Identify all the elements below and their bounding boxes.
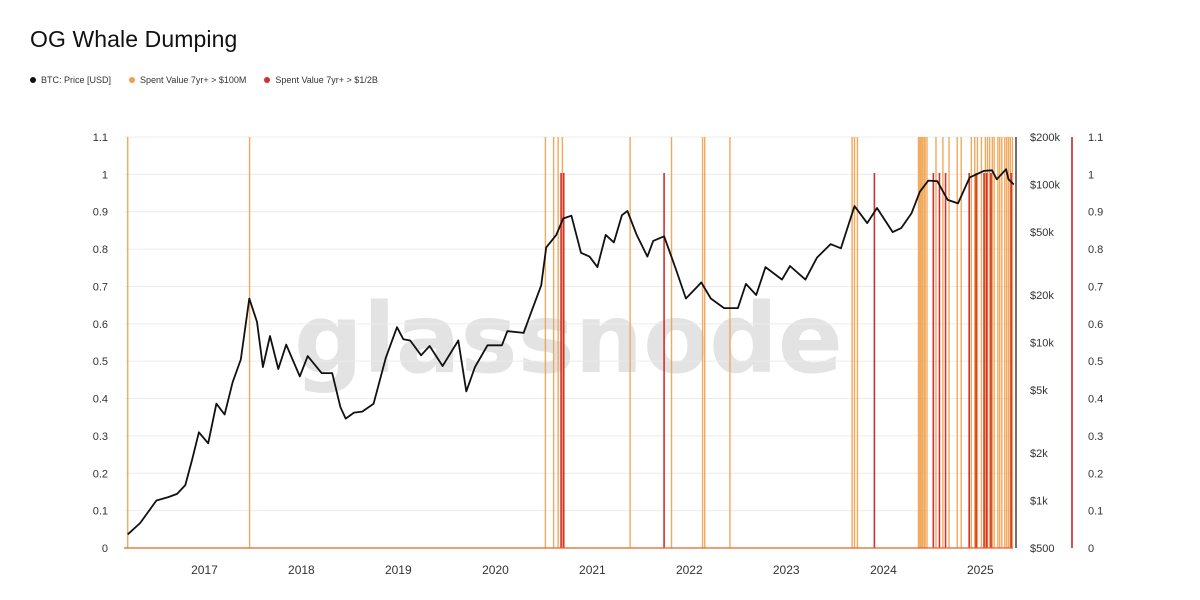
x-axis-tick-label: 2018 (288, 563, 315, 577)
legend-item-spent-100m[interactable]: Spent Value 7yr+ > $100M (129, 75, 246, 85)
price-axis-tick-label: $100k (1030, 180, 1060, 192)
left-axis-tick-label: 0.6 (93, 319, 108, 331)
x-axis-tick-label: 2024 (870, 563, 897, 577)
legend-dot-orange (129, 77, 136, 83)
signal-axis-tick-label: 0.8 (1088, 244, 1103, 256)
signal-axis-tick-label: 0.1 (1088, 506, 1103, 518)
legend-label-spent-100m: Spent Value 7yr+ > $100M (140, 75, 247, 85)
signal-axis-tick-label: 0.3 (1088, 431, 1103, 443)
signal-axis-tick-label: 0 (1088, 543, 1094, 555)
signal-axis-tick-label: 0.5 (1088, 356, 1103, 368)
price-axis-tick-label: $2k (1030, 448, 1048, 460)
left-axis-tick-label: 1.1 (93, 132, 108, 144)
left-axis-tick-label: 0.2 (93, 468, 108, 480)
x-axis-tick-label: 2023 (773, 563, 800, 577)
legend: BTC: Price [USD] Spent Value 7yr+ > $100… (30, 75, 378, 85)
price-axis-tick-label: $1k (1030, 495, 1048, 507)
left-axis-tick-label: 0.4 (93, 394, 108, 406)
x-axis-tick-label: 2022 (676, 563, 703, 577)
left-axis-tick-label: 0.5 (93, 356, 108, 368)
x-axis-tick-label: 2025 (967, 563, 994, 577)
chart-title: OG Whale Dumping (30, 26, 238, 52)
price-axis-tick-label: $20k (1030, 290, 1054, 302)
left-axis-tick-label: 0.8 (93, 244, 108, 256)
legend-label-spent-half-b: Spent Value 7yr+ > $1/2B (275, 75, 378, 85)
x-axis-tick-label: 2017 (191, 563, 218, 577)
signal-axis-tick-label: 0.7 (1088, 281, 1103, 293)
signal-axis-tick-label: 0.4 (1088, 394, 1103, 406)
signal-axis-tick-label: 0.6 (1088, 319, 1103, 331)
price-axis-tick-label: $200k (1030, 132, 1060, 144)
price-axis-tick-label: $10k (1030, 338, 1054, 350)
watermark-logo: glassnode (294, 283, 843, 395)
left-axis-tick-label: 0 (102, 543, 108, 555)
legend-label-btc-price: BTC: Price [USD] (41, 75, 112, 85)
left-axis-tick-label: 0.9 (93, 207, 108, 219)
signal-axis-tick-label: 0.2 (1088, 468, 1103, 480)
signal-axis-tick-label: 1 (1088, 169, 1094, 181)
signal-axis-tick-label: 1.1 (1088, 132, 1103, 144)
left-axis-tick-label: 0.3 (93, 431, 108, 443)
btc-price-line (127, 168, 1015, 536)
x-axis-tick-label: 2020 (482, 563, 509, 577)
price-axis-tick-label: $500 (1030, 543, 1054, 555)
left-axis-tick-label: 0.7 (93, 281, 108, 293)
signal-axis-tick-label: 0.9 (1088, 207, 1103, 219)
left-axis-tick-label: 0.1 (93, 506, 108, 518)
x-axis-tick-label: 2019 (385, 563, 412, 577)
price-axis-tick-label: $5k (1030, 385, 1048, 397)
legend-item-spent-half-b[interactable]: Spent Value 7yr+ > $1/2B (264, 75, 378, 85)
left-axis-tick-label: 1 (102, 169, 108, 181)
legend-dot-black (30, 77, 36, 83)
legend-dot-red (264, 77, 271, 83)
x-axis-tick-label: 2021 (579, 563, 606, 577)
price-axis-tick-label: $50k (1030, 227, 1054, 239)
legend-item-btc-price[interactable]: BTC: Price [USD] (30, 75, 111, 85)
